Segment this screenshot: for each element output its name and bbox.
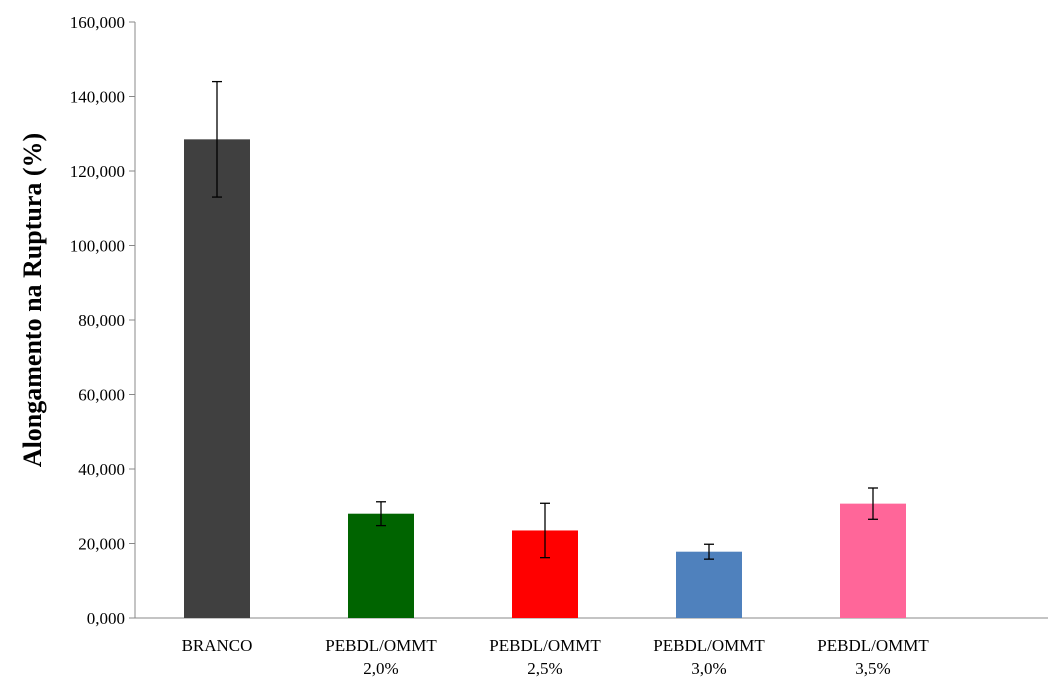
x-category-label: 2,5% [527,659,562,678]
y-tick-label: 0,000 [87,609,125,628]
x-category-label: PEBDL/OMMT [653,636,765,655]
y-axis-ticks: 0,000 20,000 40,000 60,000 80,000 100,000 120,… [70,13,135,628]
y-tick-label: 80,000 [78,311,125,330]
x-category-label: PEBDL/OMMT [325,636,437,655]
y-tick-label: 120,000 [70,162,125,181]
bar [348,513,414,618]
y-tick-label: 100,000 [70,237,125,256]
y-tick-label: 140,000 [70,88,125,107]
bar [840,503,906,618]
y-axis-label: Alongamento na Ruptura (%) [18,133,47,467]
y-tick-label: 40,000 [78,460,125,479]
bar [676,551,742,618]
x-category-label: 3,0% [691,659,726,678]
y-tick-label: 160,000 [70,13,125,32]
y-tick-label: 60,000 [78,386,125,405]
x-category-label: PEBDL/OMMT [817,636,929,655]
x-axis-categories: BRANCO PEBDL/OMMT 2,0% PEBDL/OMMT 2,5% PEBDL/… [182,636,930,678]
bar [184,139,250,618]
y-tick-label: 20,000 [78,535,125,554]
x-category-label: 3,5% [855,659,890,678]
x-category-label: PEBDL/OMMT [489,636,601,655]
x-category-label: BRANCO [182,636,253,655]
bars-group [184,80,906,618]
x-category-label: 2,0% [363,659,398,678]
